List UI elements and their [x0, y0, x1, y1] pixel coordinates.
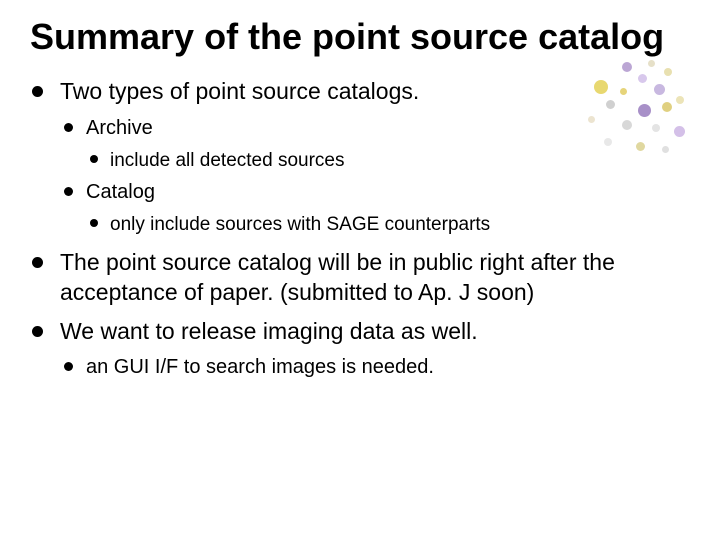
- bullet-text: Archive: [86, 117, 153, 139]
- bullet-text: Catalog: [86, 181, 155, 203]
- bullet-item: We want to release imaging data as well.…: [30, 317, 690, 381]
- bullet-text: Two types of point source catalogs.: [60, 78, 419, 104]
- bullet-item: Two types of point source catalogs. Arch…: [30, 77, 690, 238]
- bullet-item: The point source catalog will be in publ…: [30, 248, 690, 307]
- bullet-text: an GUI I/F to search images is needed.: [86, 356, 434, 378]
- bullet-item: an GUI I/F to search images is needed.: [60, 354, 690, 381]
- bullet-text: only include sources with SAGE counterpa…: [110, 214, 490, 235]
- bullet-list: Two types of point source catalogs. Arch…: [30, 77, 690, 381]
- bullet-item: Archive include all detected sources: [60, 115, 690, 174]
- slide-title: Summary of the point source catalog: [30, 16, 690, 57]
- slide: Summary of the point source catalog Two …: [0, 0, 720, 540]
- bullet-item: only include sources with SAGE counterpa…: [86, 212, 690, 238]
- bullet-text: include all detected sources: [110, 150, 344, 171]
- bullet-text: The point source catalog will be in publ…: [60, 249, 615, 304]
- bullet-item: include all detected sources: [86, 148, 690, 174]
- bullet-text: We want to release imaging data as well.: [60, 318, 478, 344]
- bullet-item: Catalog only include sources with SAGE c…: [60, 179, 690, 238]
